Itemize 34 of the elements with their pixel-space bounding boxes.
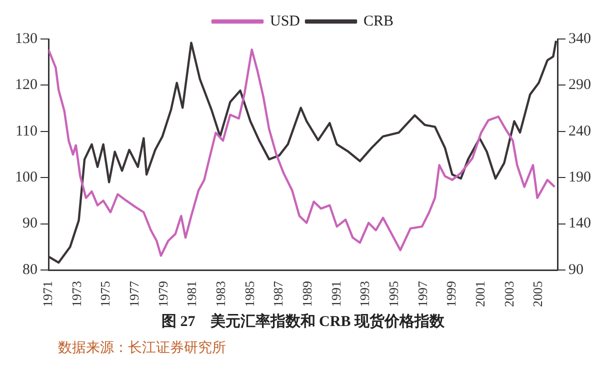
x-tick-label: 1995	[386, 281, 401, 307]
y-tick-label: 100	[15, 170, 38, 186]
x-tick-label: 1977	[126, 280, 142, 307]
x-tick-label: 1989	[299, 281, 314, 307]
y2-tick-label: 140	[568, 216, 591, 232]
x-tick-label: 1971	[40, 281, 55, 307]
x-tick-label: 1985	[242, 281, 257, 307]
x-tick-label: 1997	[414, 280, 430, 307]
x-tick-label: 1993	[357, 281, 372, 307]
source-note: 数据来源：长江证券研究所	[58, 339, 227, 357]
y-tick-label: 110	[16, 123, 38, 140]
legend-label: CRB	[363, 13, 394, 30]
x-tick-label: 1983	[212, 281, 228, 307]
y-tick-label: 120	[15, 77, 38, 94]
y-tick-label: 80	[22, 262, 38, 278]
y2-tick-label: 90	[568, 262, 584, 278]
x-tick-label: 1979	[155, 281, 170, 307]
x-tick-label: 1987	[270, 280, 286, 307]
x-tick-label: 1981	[184, 281, 200, 307]
x-tick-label: 1991	[328, 281, 344, 307]
y2-tick-label: 290	[568, 77, 591, 94]
y-tick-label: 130	[15, 30, 38, 47]
y-tick-label: 90	[22, 216, 38, 232]
x-tick-label: 2005	[530, 281, 546, 307]
y2-tick-label: 240	[568, 123, 591, 140]
legend-label: USD	[270, 13, 300, 30]
x-tick-label: 2001	[472, 281, 488, 307]
x-tick-label: 2003	[501, 281, 516, 307]
y2-tick-label: 190	[568, 170, 591, 186]
x-tick-label: 1973	[68, 281, 84, 307]
text: 图 27 美元汇率指数和 CRB 现货价格指数	[160, 312, 446, 331]
y2-tick-label: 340	[568, 30, 591, 47]
x-tick-label: 1999	[444, 281, 459, 307]
x-tick-label: 1975	[98, 281, 113, 307]
